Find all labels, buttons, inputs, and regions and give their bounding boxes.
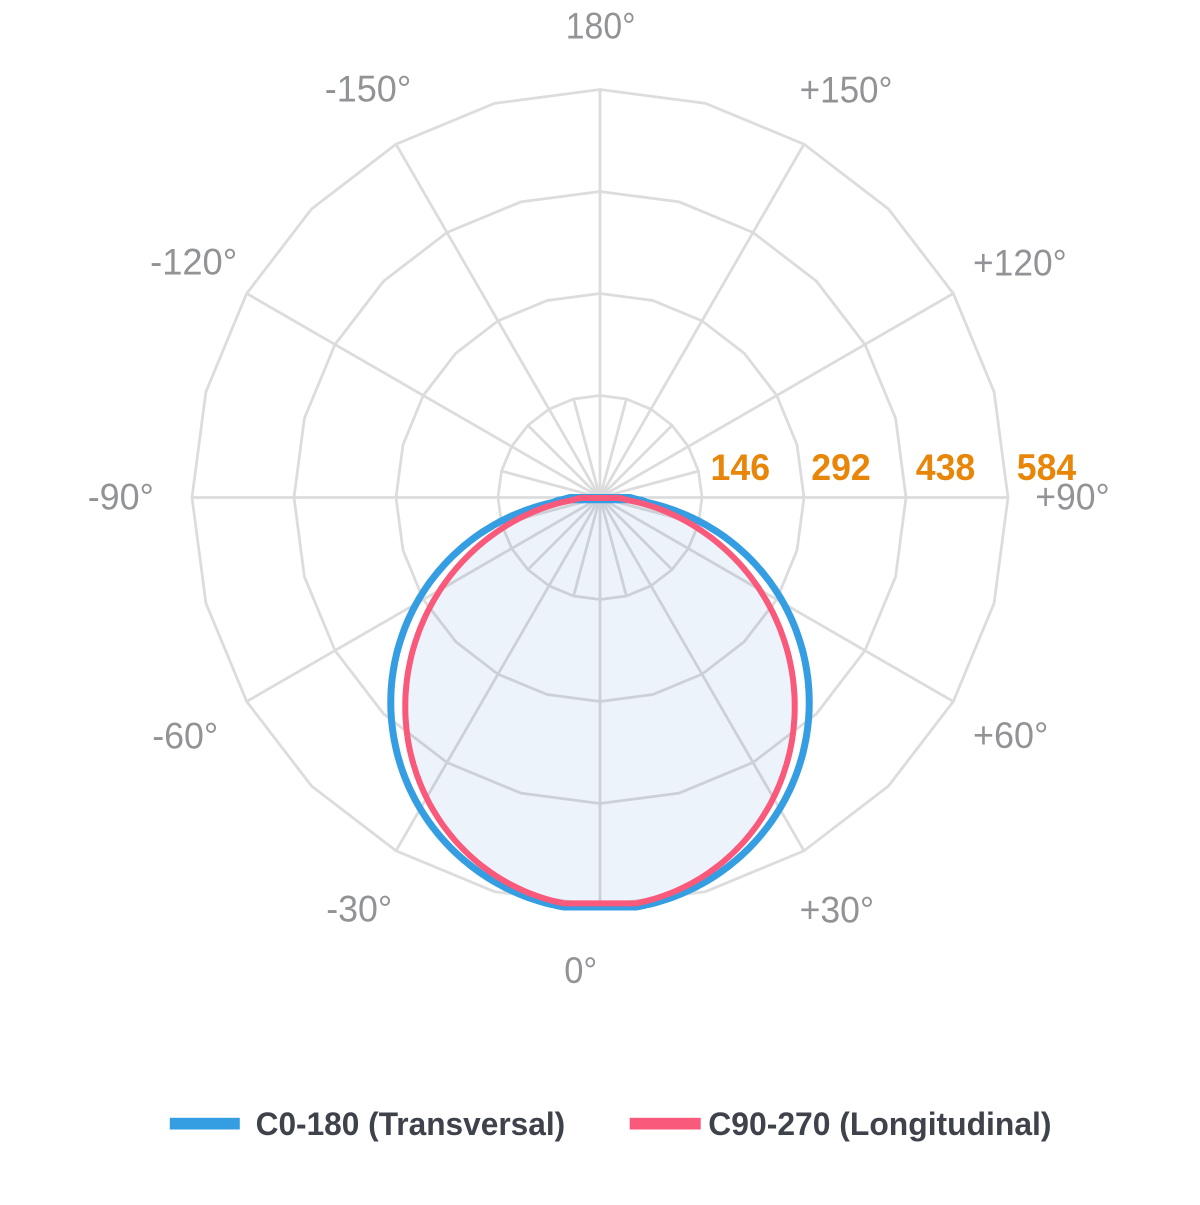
svg-text:+90°: +90° bbox=[1035, 477, 1110, 518]
svg-text:+150°: +150° bbox=[800, 70, 893, 111]
svg-text:C90-270 (Longitudinal): C90-270 (Longitudinal) bbox=[708, 1106, 1051, 1142]
svg-text:0°: 0° bbox=[564, 950, 597, 991]
svg-text:-120°: -120° bbox=[150, 241, 237, 282]
svg-text:-150°: -150° bbox=[325, 68, 412, 109]
svg-text:-30°: -30° bbox=[326, 889, 392, 930]
svg-text:+30°: +30° bbox=[800, 890, 875, 931]
svg-text:180°: 180° bbox=[566, 6, 636, 47]
svg-text:-90°: -90° bbox=[88, 476, 154, 517]
svg-text:+120°: +120° bbox=[973, 243, 1067, 284]
svg-text:-60°: -60° bbox=[152, 716, 218, 757]
svg-text:C0-180 (Transversal): C0-180 (Transversal) bbox=[256, 1106, 566, 1142]
svg-text:146: 146 bbox=[711, 447, 771, 488]
svg-text:438: 438 bbox=[916, 447, 976, 488]
svg-text:584: 584 bbox=[1017, 447, 1077, 488]
svg-text:292: 292 bbox=[811, 447, 871, 488]
svg-text:+60°: +60° bbox=[973, 715, 1048, 756]
